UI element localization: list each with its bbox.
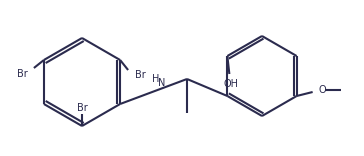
Text: Br: Br <box>16 69 27 79</box>
Text: H: H <box>152 73 159 83</box>
Text: Br: Br <box>135 70 146 80</box>
Text: OH: OH <box>224 79 239 89</box>
Text: Br: Br <box>77 103 87 113</box>
Text: N: N <box>158 78 165 88</box>
Text: O: O <box>318 85 326 95</box>
